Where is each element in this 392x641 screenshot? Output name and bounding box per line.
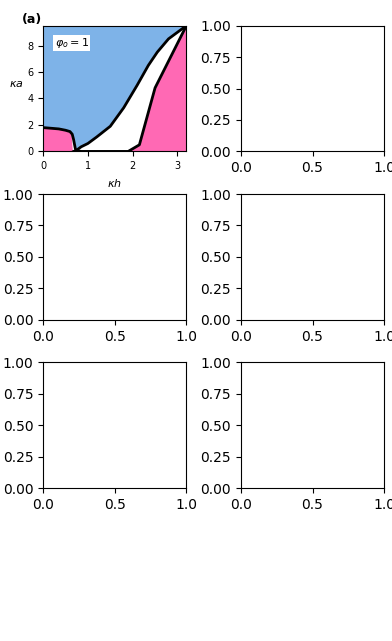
- Text: $\varphi_o=1$: $\varphi_o=1$: [54, 36, 89, 50]
- Polygon shape: [43, 26, 187, 151]
- X-axis label: $\kappa h$: $\kappa h$: [107, 177, 122, 188]
- Text: (a): (a): [22, 13, 42, 26]
- Y-axis label: $\kappa a$: $\kappa a$: [9, 79, 24, 88]
- Polygon shape: [43, 26, 187, 151]
- Polygon shape: [72, 26, 187, 151]
